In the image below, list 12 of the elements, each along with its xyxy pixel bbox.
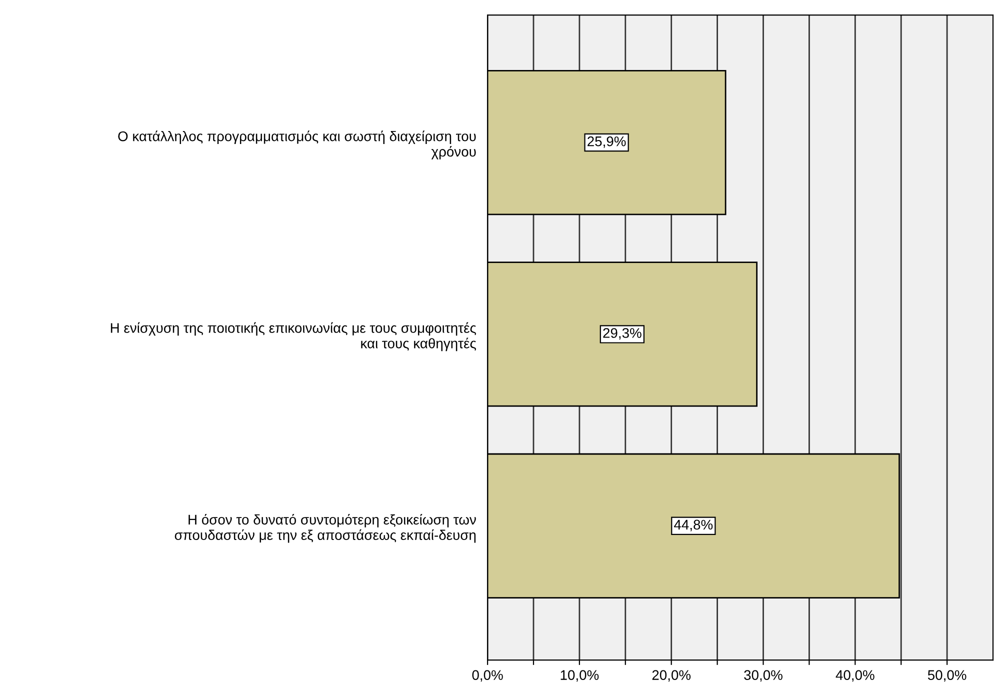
- data-label: 29,3%: [603, 328, 642, 340]
- x-tick-label: 30,0%: [744, 670, 782, 682]
- x-tick-label: 0,0%: [472, 670, 503, 682]
- x-tick-label: 20,0%: [652, 670, 691, 682]
- x-tick-label: 50,0%: [928, 670, 966, 682]
- x-tick-label: 10,0%: [560, 670, 599, 682]
- y-tick-label: Ο κατάλληλος προγραμματισμός και σωστή διαχείριση του χρόνου: [118, 130, 476, 160]
- data-label: 44,8%: [674, 520, 713, 532]
- y-tick-label: Η όσον το δυνατό συντομότερη εξοικείωση των σπουδαστών με την εξ αποστάσεως εκπαί-δευση: [174, 514, 476, 543]
- x-tick-label: 40,0%: [836, 670, 874, 682]
- y-tick-label: Η ενίσχυση της ποιοτικής επικοινωνίας με τους συμφοιτητές και τους καθηγητές: [110, 322, 476, 352]
- data-label: 25,9%: [588, 136, 626, 148]
